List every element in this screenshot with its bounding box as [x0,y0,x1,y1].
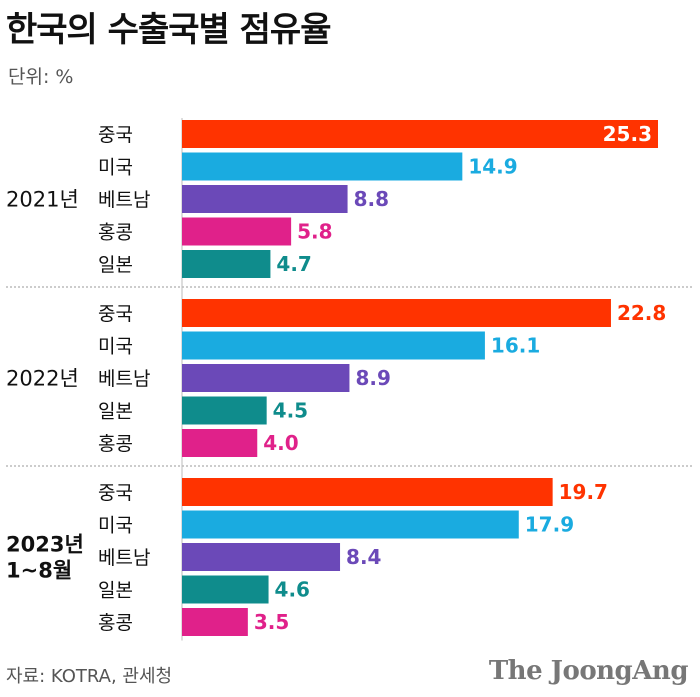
category-label: 중국 [98,303,133,325]
category-label: 미국 [98,157,133,179]
category-label: 미국 [98,336,133,358]
chart-title: 한국의 수출국별 점유율 [6,10,331,50]
value-label: 22.8 [617,301,666,325]
category-label: 베트남 [98,547,150,569]
bar [182,575,269,604]
bar [182,396,267,425]
bar [182,217,292,246]
value-label: 8.4 [346,545,381,569]
value-label: 3.5 [254,610,289,634]
category-label: 중국 [98,482,133,504]
value-label: 14.9 [468,155,517,179]
category-label: 일본 [98,401,133,423]
value-label: 4.6 [275,578,310,602]
bar [182,250,271,278]
group-label: 2022년 [6,366,79,390]
value-label: 8.9 [355,366,390,390]
category-label: 베트남 [98,189,150,211]
category-label: 홍콩 [98,222,133,244]
group-label: 2021년 [6,187,79,211]
unit-label: 단위: % [8,66,74,88]
bar [182,152,463,181]
value-label: 16.1 [491,334,540,358]
category-label: 베트남 [98,368,150,390]
bar [182,478,553,506]
value-label: 4.5 [273,399,308,423]
group-label: 1~8월 [6,558,72,582]
source-note: 자료: KOTRA, 관세청 [6,666,173,687]
publisher-logo: The JoongAng [488,656,689,686]
value-label: 5.8 [297,220,332,244]
bar [182,185,348,213]
value-label: 4.0 [263,431,298,455]
bar [182,331,485,360]
bar [182,543,341,571]
value-label: 17.9 [525,513,574,537]
group-label: 2023년 [6,532,84,556]
bar [182,429,258,457]
category-label: 중국 [98,124,133,146]
category-label: 홍콩 [98,433,133,455]
value-label: 25.3 [603,122,652,146]
category-label: 홍콩 [98,612,133,634]
bar [182,510,519,539]
value-label: 4.7 [276,252,311,276]
bar [182,120,658,148]
bar [182,364,350,392]
category-label: 미국 [98,515,133,537]
value-label: 8.8 [354,187,389,211]
category-label: 일본 [98,254,133,276]
bar [182,608,248,636]
bar [182,299,611,327]
category-label: 일본 [98,580,133,602]
value-label: 19.7 [559,480,608,504]
